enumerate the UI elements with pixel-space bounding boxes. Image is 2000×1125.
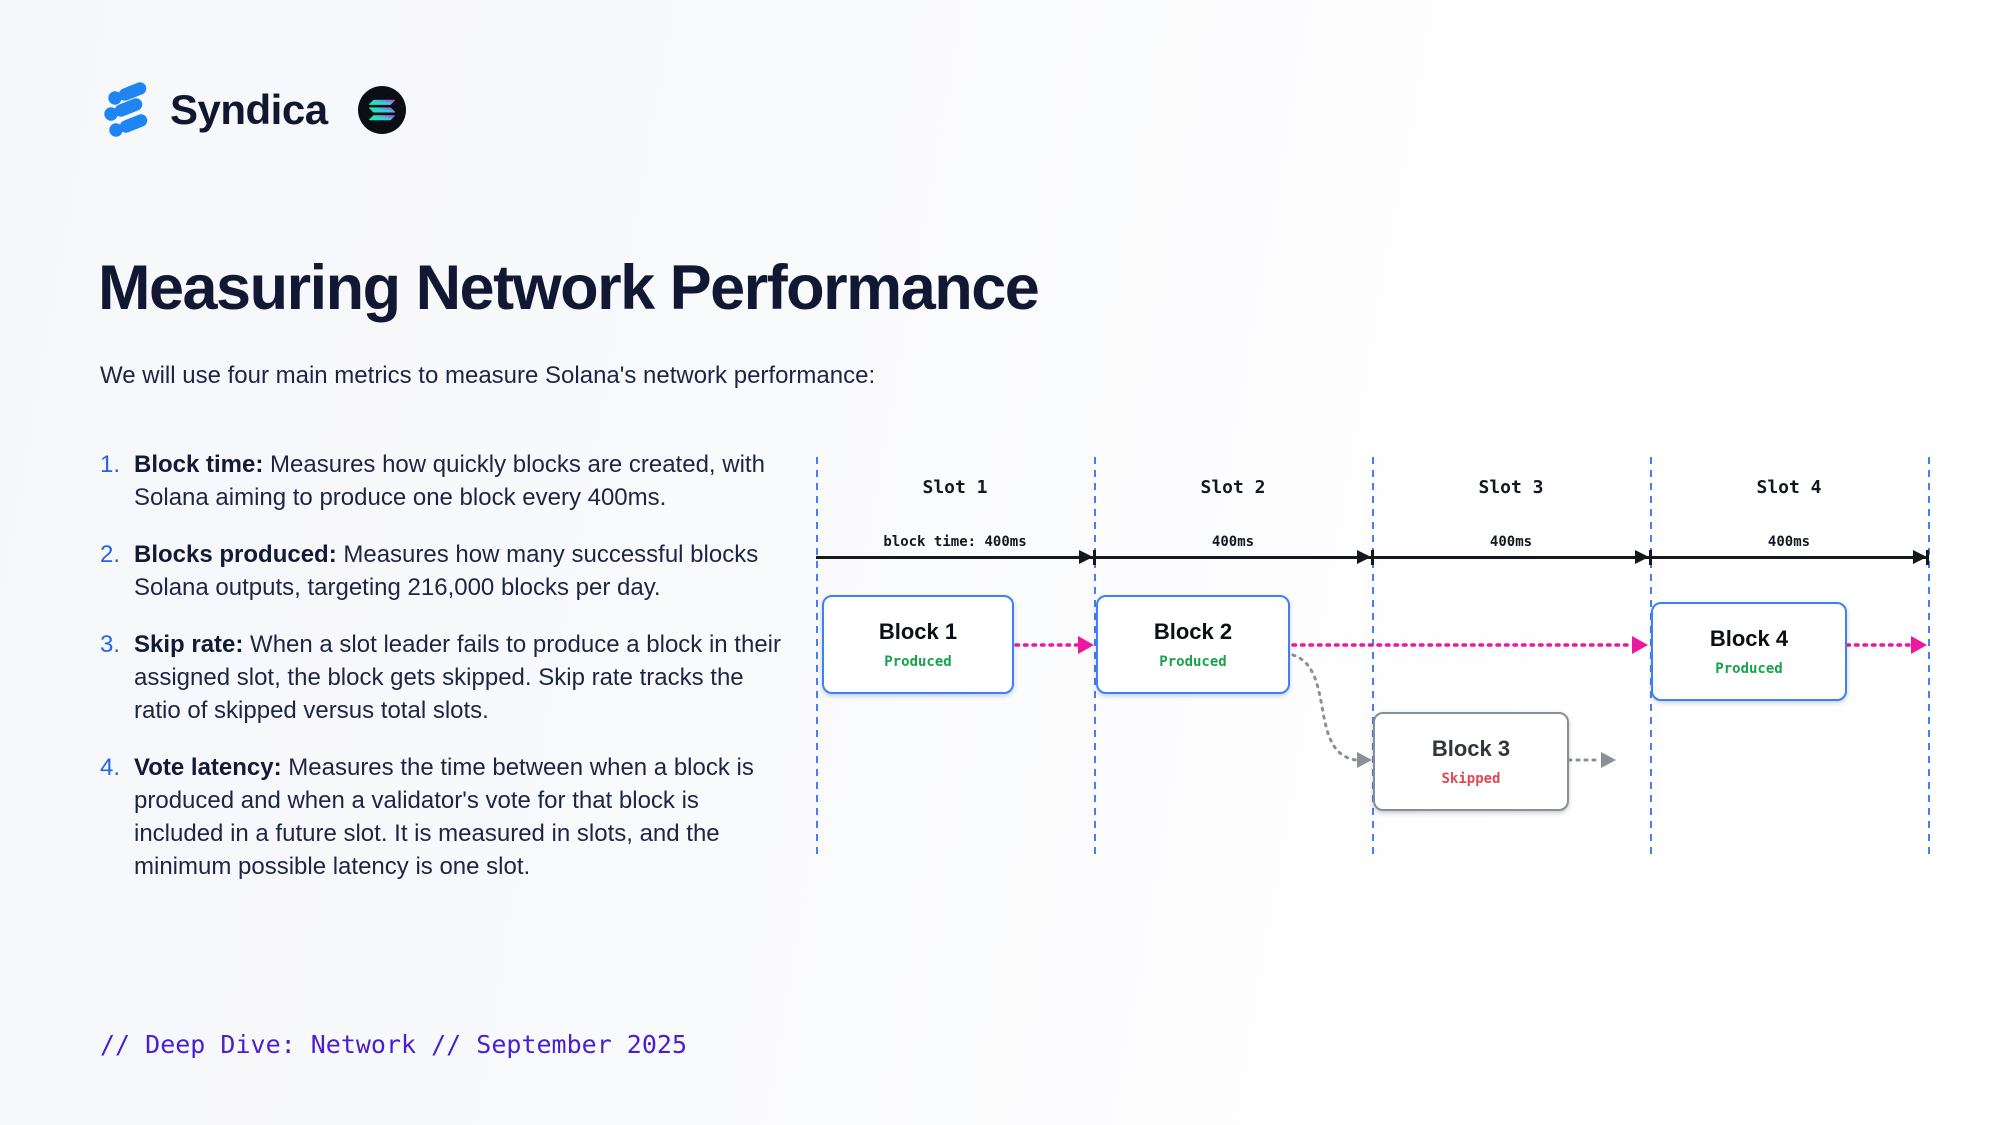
block-name: Block 4 bbox=[1709, 626, 1789, 651]
block-card-1: Block 1 Produced bbox=[822, 595, 1014, 694]
timeline-arrowhead-icon bbox=[1079, 550, 1093, 564]
slot-boundary-line bbox=[816, 457, 818, 857]
timeline-tick bbox=[1649, 550, 1652, 565]
list-number: 4. bbox=[100, 754, 121, 781]
block-status: Produced bbox=[1715, 661, 1783, 677]
slot-label: Slot 2 bbox=[1200, 477, 1266, 498]
slot-duration-label: block time: 400ms bbox=[883, 534, 1027, 550]
block-card-3: Block 3 Skipped bbox=[1373, 712, 1569, 811]
intro-text: We will use four main metrics to measure… bbox=[100, 362, 876, 389]
slot-label: Slot 1 bbox=[922, 477, 988, 498]
block-status: Produced bbox=[884, 654, 952, 670]
list-number: 1. bbox=[100, 451, 121, 478]
slot-boundary-line bbox=[1372, 457, 1374, 857]
list-number: 2. bbox=[100, 541, 121, 568]
block-name: Block 3 bbox=[1431, 736, 1511, 761]
list-item: 4. Vote latency: Measures the time betwe… bbox=[100, 751, 790, 883]
timeline-arrowhead-icon bbox=[1357, 550, 1371, 564]
timeline-tick bbox=[1926, 550, 1929, 565]
list-text: Blocks produced: Measures how many succe… bbox=[134, 541, 759, 601]
brand-wordmark: Syndica bbox=[170, 86, 328, 133]
list-item: 3. Skip rate: When a slot leader fails t… bbox=[100, 628, 790, 727]
footer-caption: // Deep Dive: Network // September 2025 bbox=[100, 1030, 687, 1059]
slot-duration-label: 400ms bbox=[1211, 534, 1255, 550]
block-card-2: Block 2 Produced bbox=[1096, 595, 1290, 694]
slot-boundary-line bbox=[1928, 457, 1930, 857]
timeline-tick bbox=[1371, 550, 1374, 565]
slot-timeline-diagram: Slot 1 Slot 2 Slot 3 Slot 4 block time: … bbox=[816, 455, 1930, 857]
slot-label: Slot 3 bbox=[1478, 477, 1544, 498]
metrics-list: 1. Block time: Measures how quickly bloc… bbox=[100, 448, 790, 907]
timeline-tick bbox=[1093, 550, 1096, 565]
block-status: Produced bbox=[1159, 654, 1227, 670]
list-item: 1. Block time: Measures how quickly bloc… bbox=[100, 448, 790, 514]
slot-boundary-line bbox=[1094, 457, 1096, 857]
slot-label: Slot 4 bbox=[1756, 477, 1822, 498]
list-item: 2. Blocks produced: Measures how many su… bbox=[100, 538, 790, 604]
syndica-icon bbox=[104, 82, 148, 137]
timeline-arrowhead-icon bbox=[1913, 550, 1927, 564]
list-text: Block time: Measures how quickly blocks … bbox=[134, 451, 765, 511]
list-number: 3. bbox=[100, 631, 121, 658]
slot-duration-label: 400ms bbox=[1489, 534, 1533, 550]
slot-duration-label: 400ms bbox=[1767, 534, 1811, 550]
block-card-4: Block 4 Produced bbox=[1651, 602, 1847, 701]
solana-logo-icon bbox=[357, 86, 406, 134]
list-text: Vote latency: Measures the time between … bbox=[134, 754, 754, 880]
block-name: Block 2 bbox=[1153, 619, 1233, 644]
list-text: Skip rate: When a slot leader fails to p… bbox=[134, 631, 781, 724]
timeline-arrowhead-icon bbox=[1635, 550, 1649, 564]
page-title: Measuring Network Performance bbox=[98, 253, 1040, 323]
block-name: Block 1 bbox=[878, 619, 958, 644]
block-status: Skipped bbox=[1441, 771, 1501, 787]
brand-header: Syndica bbox=[100, 82, 406, 138]
